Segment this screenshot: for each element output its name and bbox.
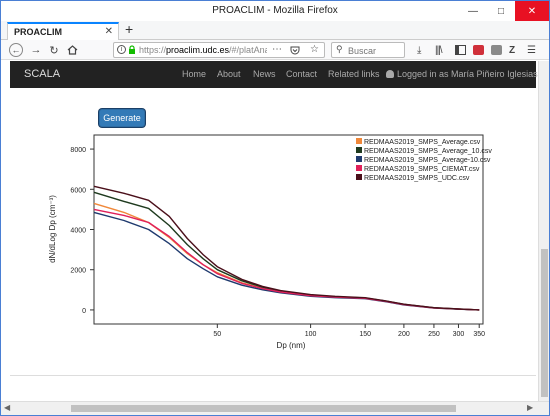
- extension-button-red[interactable]: [473, 43, 484, 57]
- back-button[interactable]: ←: [9, 43, 23, 57]
- user-menu[interactable]: Logged in as María Piñeiro Iglesias: [386, 69, 538, 79]
- x-tick-label: 350: [473, 331, 485, 338]
- x-tick-label: 300: [453, 331, 465, 338]
- window-title: PROACLIM - Mozilla Firefox: [212, 5, 338, 16]
- x-tick-label: 50: [213, 331, 221, 338]
- legend-swatch: [356, 174, 362, 180]
- extension-button-gray[interactable]: [491, 43, 502, 57]
- legend-entry: REDMAAS2019_SMPS_CIEMAT.csv: [364, 166, 480, 173]
- zotero-button[interactable]: Z: [509, 43, 515, 57]
- download-icon: ⤓: [417, 44, 422, 56]
- site-navbar: SCALA Home About News Contact Related li…: [10, 61, 538, 88]
- bookmark-star-icon[interactable]: ☆: [310, 44, 319, 55]
- sidebar-icon: [455, 45, 466, 55]
- legend-swatch: [356, 165, 362, 171]
- library-button[interactable]: |||\: [435, 43, 443, 57]
- size-distribution-chart: 0 2000 4000 6000 8000 50 100 150 200 250 300 350 R…: [48, 134, 492, 350]
- y-tick-label: 2000: [70, 268, 86, 275]
- generate-button[interactable]: Generate: [99, 109, 145, 127]
- site-brand[interactable]: SCALA: [24, 68, 61, 80]
- tab-title: PROACLIM: [14, 27, 62, 37]
- user-icon: [386, 70, 394, 78]
- menu-button[interactable]: ☰: [527, 43, 536, 57]
- user-label: Logged in as María Piñeiro Iglesias: [397, 69, 538, 79]
- y-tick-label: 6000: [70, 187, 86, 194]
- series-line: [93, 185, 480, 311]
- horizontal-scroll-thumb[interactable]: [71, 405, 456, 412]
- x-tick-label: 150: [359, 331, 371, 338]
- content-divider: [10, 375, 536, 376]
- new-tab-button[interactable]: +: [125, 21, 134, 37]
- tab-strip: PROACLIM ✕ +: [1, 21, 549, 40]
- pocket-icon[interactable]: [290, 46, 300, 55]
- reload-icon: ↻: [49, 44, 59, 57]
- nav-news[interactable]: News: [253, 69, 276, 79]
- x-tick-label: 100: [305, 331, 317, 338]
- legend-entry: REDMAAS2019_SMPS_Average_10.csv: [364, 148, 492, 155]
- x-tick-label: 250: [428, 331, 440, 338]
- home-icon: [67, 45, 77, 55]
- page-content: SCALA Home About News Contact Related li…: [1, 61, 538, 401]
- scroll-right-icon[interactable]: ▶: [527, 403, 534, 412]
- scroll-left-icon[interactable]: ◀: [4, 403, 11, 412]
- back-arrow-icon: ←: [11, 45, 21, 55]
- page-actions-icon[interactable]: ⋯: [272, 44, 282, 55]
- y-tick-label: 4000: [70, 228, 86, 235]
- title-bar: PROACLIM - Mozilla Firefox — □ ✕: [1, 1, 549, 21]
- close-window-button[interactable]: ✕: [515, 1, 549, 21]
- nav-about[interactable]: About: [217, 69, 241, 79]
- forward-button[interactable]: →: [29, 43, 43, 57]
- vertical-scrollbar[interactable]: [538, 61, 549, 401]
- downloads-button[interactable]: ⤓: [417, 43, 421, 57]
- url-text: https://proaclim.udc.es/#/platAnalizar/: [139, 45, 267, 55]
- y-tick-label: 0: [82, 308, 86, 315]
- zotero-icon: Z: [509, 44, 516, 56]
- hamburger-menu-icon: ☰: [527, 44, 536, 56]
- search-icon: ⚲: [336, 44, 343, 54]
- search-input[interactable]: [348, 45, 402, 56]
- legend-swatch: [356, 156, 362, 162]
- x-tick-label: 200: [398, 331, 410, 338]
- lock-icon: [129, 45, 135, 54]
- library-icon: |||\: [435, 44, 443, 56]
- x-axis-label: Dp (nm): [277, 341, 306, 350]
- forward-arrow-icon: →: [30, 44, 42, 56]
- nav-home[interactable]: Home: [182, 69, 207, 79]
- legend-entry: REDMAAS2019_SMPS_Average-10.csv: [364, 157, 491, 164]
- tab-proaclim[interactable]: PROACLIM ✕: [7, 22, 119, 40]
- maximize-button[interactable]: □: [497, 5, 505, 17]
- extension-red-icon: [473, 45, 484, 55]
- extension-gray-icon: [491, 45, 502, 55]
- reload-button[interactable]: ↻: [47, 43, 61, 57]
- legend-swatch: [356, 138, 362, 144]
- home-button[interactable]: [65, 43, 79, 57]
- search-bar[interactable]: ⚲: [331, 42, 405, 58]
- tab-close-icon[interactable]: ✕: [104, 26, 113, 37]
- navigation-toolbar: ← → ↻ i https://proaclim.udc.es/#/platAn…: [1, 40, 549, 60]
- vertical-scroll-thumb[interactable]: [541, 249, 548, 397]
- minimize-button[interactable]: —: [468, 5, 478, 17]
- site-info-icon[interactable]: i: [117, 45, 126, 54]
- y-axis-label: dN/dLog Dp (cm⁻³): [48, 195, 57, 263]
- legend-entry: REDMAAS2019_SMPS_Average.csv: [364, 139, 481, 146]
- y-tick-label: 8000: [70, 147, 86, 154]
- legend-entry: REDMAAS2019_SMPS_UDC.csv: [364, 175, 470, 182]
- nav-contact[interactable]: Contact: [286, 69, 318, 79]
- address-bar[interactable]: i https://proaclim.udc.es/#/platAnalizar…: [113, 42, 325, 58]
- nav-related-links[interactable]: Related links: [328, 69, 380, 79]
- legend-swatch: [356, 147, 362, 153]
- sidebar-button[interactable]: [455, 43, 466, 57]
- horizontal-scrollbar[interactable]: ◀ ▶: [1, 401, 549, 415]
